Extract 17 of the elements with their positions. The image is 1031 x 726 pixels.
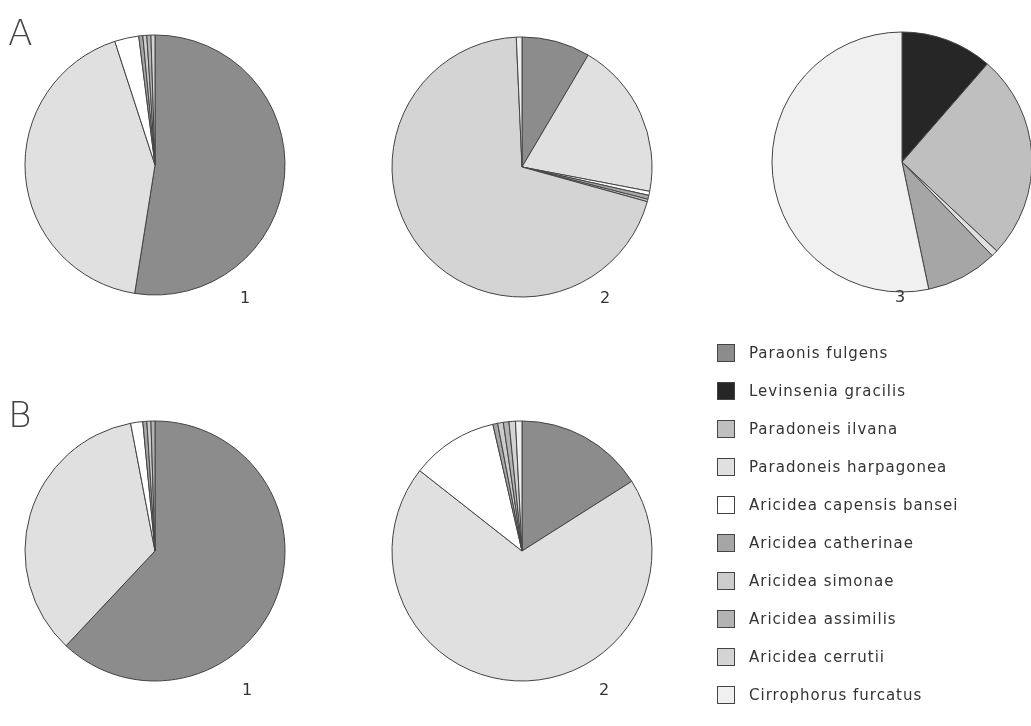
slice-label: 1 — [242, 680, 253, 699]
slice-label: 1 — [240, 288, 251, 307]
text: B — [8, 394, 32, 435]
text: A — [8, 12, 33, 53]
legend-label: Paradoneis ilvana — [749, 420, 899, 438]
slice-label: 2 — [600, 288, 611, 307]
slice-label: 2 — [599, 680, 610, 699]
legend-label: Aricidea simonae — [749, 572, 895, 590]
legend-label: Paradoneis harpagonea — [749, 458, 948, 476]
legend-label: Aricidea capensis bansei — [749, 496, 959, 514]
slice-label: 3 — [895, 287, 906, 306]
legend-label: Cirrophorus furcatus — [749, 686, 923, 704]
legend-label: Aricidea cerrutii — [749, 648, 885, 666]
legend-label: Aricidea catherinae — [749, 534, 915, 552]
legend-label: Paraonis fulgens — [749, 344, 889, 362]
legend-label: Levinsenia gracilis — [749, 382, 906, 400]
legend-label: Aricidea assimilis — [749, 610, 897, 628]
